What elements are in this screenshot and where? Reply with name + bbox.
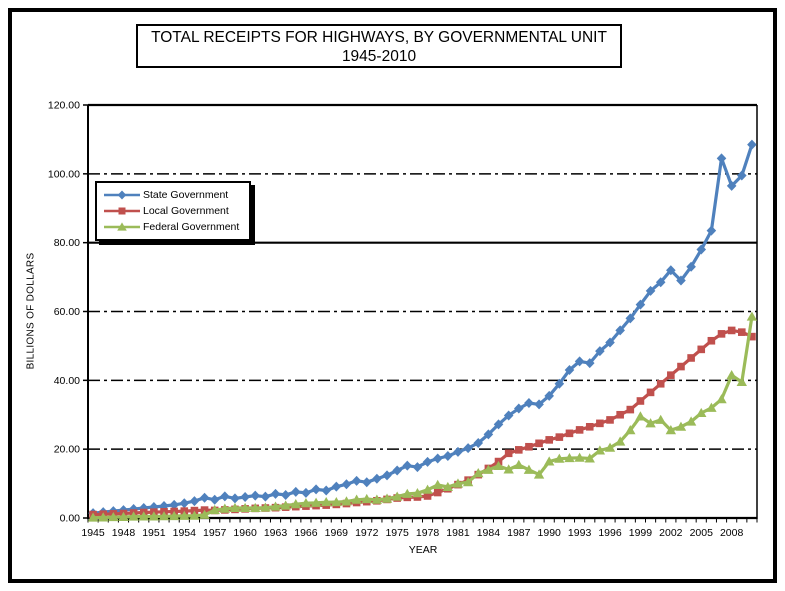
- chart-title-line1: TOTAL RECEIPTS FOR HIGHWAYS, BY GOVERNME…: [151, 29, 607, 46]
- x-tick-label-1999: 1999: [629, 527, 653, 539]
- x-tick-label-1969: 1969: [325, 527, 349, 539]
- x-tick-label-1990: 1990: [538, 527, 562, 539]
- legend-label-local-government: Local Government: [143, 205, 229, 217]
- x-tick-label-2005: 2005: [690, 527, 714, 539]
- x-tick-label-1957: 1957: [203, 527, 227, 539]
- x-tick-label-1987: 1987: [507, 527, 531, 539]
- x-tick-label-1993: 1993: [568, 527, 592, 539]
- chart-title-box: TOTAL RECEIPTS FOR HIGHWAYS, BY GOVERNME…: [136, 24, 622, 68]
- x-tick-label-1981: 1981: [446, 527, 470, 539]
- legend-marker-local-government: [104, 207, 140, 215]
- x-tick-label-1963: 1963: [264, 527, 288, 539]
- x-tick-label-1954: 1954: [173, 527, 197, 539]
- x-tick-label-1978: 1978: [416, 527, 440, 539]
- x-tick-label-1966: 1966: [294, 527, 318, 539]
- x-tick-label-1945: 1945: [81, 527, 105, 539]
- x-tick-label-1972: 1972: [355, 527, 379, 539]
- x-tick-label-1951: 1951: [142, 527, 166, 539]
- x-tick-label-1975: 1975: [385, 527, 409, 539]
- x-axis-title: YEAR: [408, 544, 438, 556]
- x-tick-label-1996: 1996: [598, 527, 622, 539]
- series-federal-government: [87, 311, 758, 522]
- y-tick-label-100: 100.00: [48, 168, 80, 180]
- y-tick-label-120: 120.00: [48, 100, 80, 112]
- legend-label-federal-government: Federal Government: [143, 221, 240, 233]
- x-tick-label-1960: 1960: [233, 527, 257, 539]
- x-tick-label-1948: 1948: [112, 527, 136, 539]
- legend-label-state-government: State Government: [143, 189, 229, 201]
- x-tick-label-2002: 2002: [659, 527, 683, 539]
- y-tick-label-20: 20.00: [54, 444, 80, 456]
- y-tick-label-80: 80.00: [54, 237, 80, 249]
- y-tick-label-40: 40.00: [54, 375, 80, 387]
- legend-item-federal-government: Federal Government: [103, 221, 239, 233]
- x-tick-label-1984: 1984: [477, 527, 501, 539]
- series-state-government: [88, 139, 757, 519]
- y-axis-title: BILLIONS OF DOLLARS: [25, 252, 37, 370]
- chart-title-line2: 1945-2010: [341, 48, 417, 65]
- y-tick-label-0: 0.00: [60, 513, 81, 525]
- y-tick-label-60: 60.00: [54, 306, 80, 318]
- legend-item-local-government: Local Government: [103, 205, 239, 217]
- legend-item-state-government: State Government: [103, 189, 239, 201]
- legend: State Government Local Government Federal …: [95, 181, 252, 241]
- legend-marker-federal-government: [104, 222, 140, 231]
- legend-marker-state-government: [104, 190, 140, 200]
- x-tick-label-2008: 2008: [720, 527, 744, 539]
